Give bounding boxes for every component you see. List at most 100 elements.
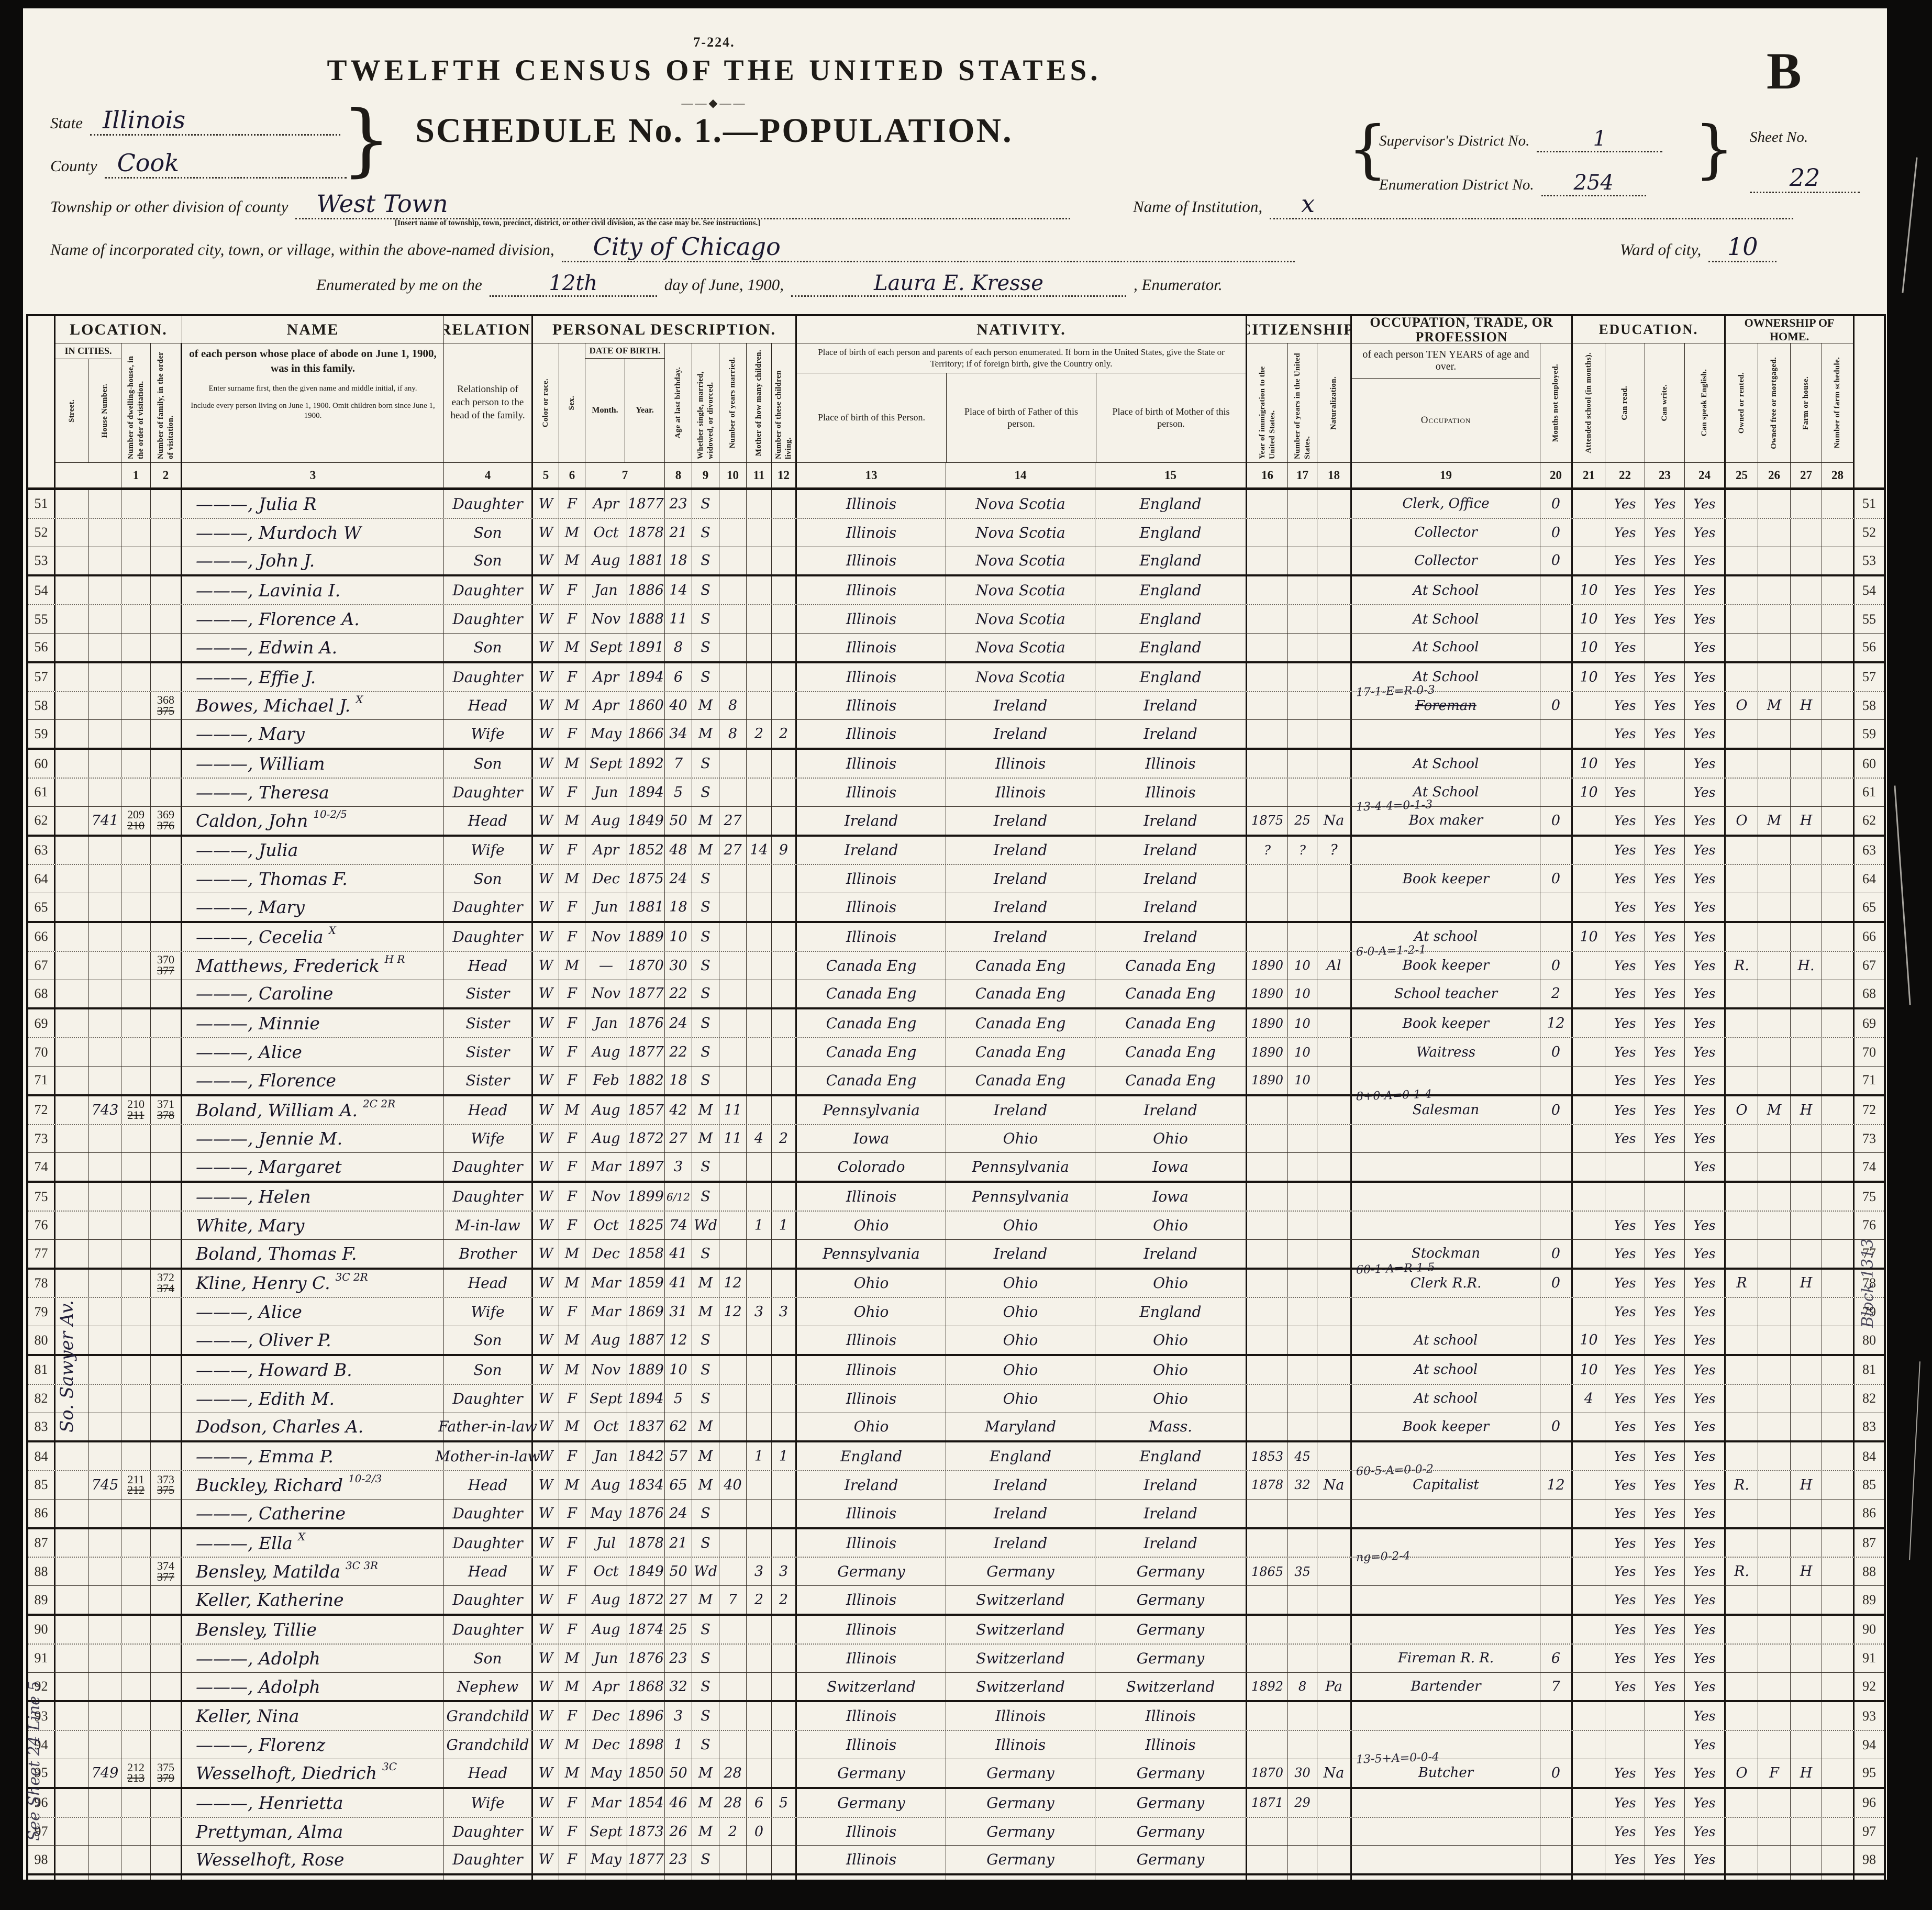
r90-line-number-left: 90 xyxy=(28,1616,55,1644)
r61-years-in-us xyxy=(1288,778,1317,806)
r96-years-married: 28 xyxy=(719,1789,747,1817)
r68-birthplace-person: Canada Eng xyxy=(797,980,946,1008)
r63-can-read: Yes xyxy=(1605,836,1645,864)
r54-can-read: Yes xyxy=(1605,576,1645,605)
r89-years-in-us xyxy=(1288,1586,1317,1614)
r76-farm-schedule xyxy=(1822,1211,1855,1239)
r55-can-speak-english: Yes xyxy=(1685,605,1726,633)
r53-birthplace-mother: England xyxy=(1095,547,1247,575)
r94-age: 1 xyxy=(665,1731,692,1759)
r95-naturalization: Na xyxy=(1317,1759,1352,1787)
col-12-label: Number of these children living. xyxy=(774,370,793,459)
r92-birth-month: Apr xyxy=(585,1672,627,1701)
r51-years-married xyxy=(719,490,747,518)
r53-months-not-employed: 0 xyxy=(1540,547,1573,575)
r78-line-number-left: 78 xyxy=(28,1269,55,1297)
r96-birth-year: 1854 xyxy=(627,1789,665,1817)
r91-years-in-us xyxy=(1288,1644,1317,1672)
r54-street xyxy=(55,576,89,605)
r90-owned-or-rented xyxy=(1726,1616,1758,1644)
r56-occupation: At School xyxy=(1352,633,1540,661)
r57-immigration-year xyxy=(1247,663,1288,691)
r93-children-born xyxy=(747,1702,772,1730)
r80-marital-status: S xyxy=(692,1326,719,1354)
r83-birthplace-father: Maryland xyxy=(946,1413,1095,1441)
r94-years-married xyxy=(719,1731,747,1759)
colnum-25: 25 xyxy=(1726,463,1758,488)
r59-relation: Wife xyxy=(444,720,533,748)
r70-sex: F xyxy=(559,1038,585,1066)
r71-birthplace-mother: Canada Eng xyxy=(1095,1066,1247,1094)
r71-attended-school xyxy=(1573,1066,1605,1094)
r79-owned-or-rented xyxy=(1726,1298,1758,1326)
r62-sex: M xyxy=(559,806,585,835)
r63-farm-schedule xyxy=(1822,836,1855,864)
r65-children-living xyxy=(772,893,797,921)
r56-family-number xyxy=(151,633,182,661)
r93-attended-school xyxy=(1573,1702,1605,1730)
r58-relation: Head xyxy=(444,692,533,720)
left-brace: } xyxy=(341,94,392,185)
r65-name: ———, Mary xyxy=(182,893,444,921)
r91-house-number xyxy=(89,1644,121,1672)
r76-birthplace-person: Ohio xyxy=(797,1211,946,1239)
r75-dwelling-number xyxy=(121,1183,151,1211)
r61-can-read: Yes xyxy=(1605,778,1645,806)
r61-birthplace-person: Illinois xyxy=(797,778,946,806)
r66-birth-month: Nov xyxy=(585,923,627,951)
r89-birthplace-father: Switzerland xyxy=(946,1586,1095,1614)
r83-children-living xyxy=(772,1413,797,1441)
r95-farm-schedule xyxy=(1822,1759,1855,1787)
r86-birth-year: 1876 xyxy=(627,1499,665,1527)
r57-attended-school: 10 xyxy=(1573,663,1605,691)
r92-line-number-right: 92 xyxy=(1862,1679,1876,1694)
r84-house-number xyxy=(89,1442,121,1471)
r91-dwelling-number xyxy=(121,1644,151,1672)
colnum-18: 18 xyxy=(1317,463,1352,488)
r55-dwelling-number xyxy=(121,605,151,633)
r64-color-race: W xyxy=(533,865,559,893)
r60-color-race: W xyxy=(533,750,559,778)
r85-birthplace-mother: Ireland xyxy=(1095,1471,1247,1499)
r69-farm-or-house xyxy=(1791,1009,1822,1038)
r83-sex: M xyxy=(559,1413,585,1441)
r58-occupation: 17-1-E=R-0-3 Foreman xyxy=(1352,683,1540,720)
r79-line-number-left: 79 xyxy=(28,1298,55,1326)
r88-children-born: 3 xyxy=(747,1558,772,1586)
r70-years-in-us: 10 xyxy=(1288,1038,1317,1066)
r51-age: 23 xyxy=(665,490,692,518)
r96-birthplace-person: Germany xyxy=(797,1789,946,1817)
r79-name: ———, Alice xyxy=(182,1298,444,1326)
r59-occupation xyxy=(1352,720,1540,748)
col-20-label: Months not employed. xyxy=(1551,364,1560,442)
r83-color-race: W xyxy=(533,1413,559,1441)
r81-farm-or-house xyxy=(1791,1356,1822,1384)
r57-years-in-us xyxy=(1288,663,1317,691)
r54-line-number-left: 54 xyxy=(28,576,55,605)
r82-years-married xyxy=(719,1384,747,1413)
r55-attended-school: 10 xyxy=(1573,605,1605,633)
census-row-93: 93 Keller, Nina Grandchild W F Dec 1896 3 S Illin… xyxy=(28,1702,1884,1731)
r82-years-in-us xyxy=(1288,1384,1317,1413)
census-row-81: 81 ———, Howard B. Son W M Nov 1889 10 S Illinois O… xyxy=(28,1356,1884,1385)
r62-can-read: Yes xyxy=(1605,806,1645,835)
r94-can-speak-english: Yes xyxy=(1685,1731,1726,1759)
r67-dwelling-number xyxy=(121,951,151,980)
r51-birthplace-person: Illinois xyxy=(797,490,946,518)
r87-birthplace-person: Illinois xyxy=(797,1529,946,1557)
r73-birthplace-mother: Ohio xyxy=(1095,1125,1247,1153)
r60-house-number xyxy=(89,750,121,778)
r72-can-speak-english: Yes xyxy=(1685,1096,1726,1124)
r72-owned-free-or-mortgaged: M xyxy=(1758,1096,1791,1124)
r97-birth-month: Sept xyxy=(585,1817,627,1846)
r82-owned-free-or-mortgaged xyxy=(1758,1384,1791,1413)
r85-relation: Head xyxy=(444,1471,533,1499)
r80-color-race: W xyxy=(533,1326,559,1354)
r70-color-race: W xyxy=(533,1038,559,1066)
r51-birthplace-mother: England xyxy=(1095,490,1247,518)
r87-can-speak-english: Yes xyxy=(1685,1529,1726,1557)
r92-marital-status: S xyxy=(692,1672,719,1701)
r87-naturalization xyxy=(1317,1529,1352,1557)
r52-age: 21 xyxy=(665,518,692,547)
r62-birthplace-father: Ireland xyxy=(946,806,1095,835)
